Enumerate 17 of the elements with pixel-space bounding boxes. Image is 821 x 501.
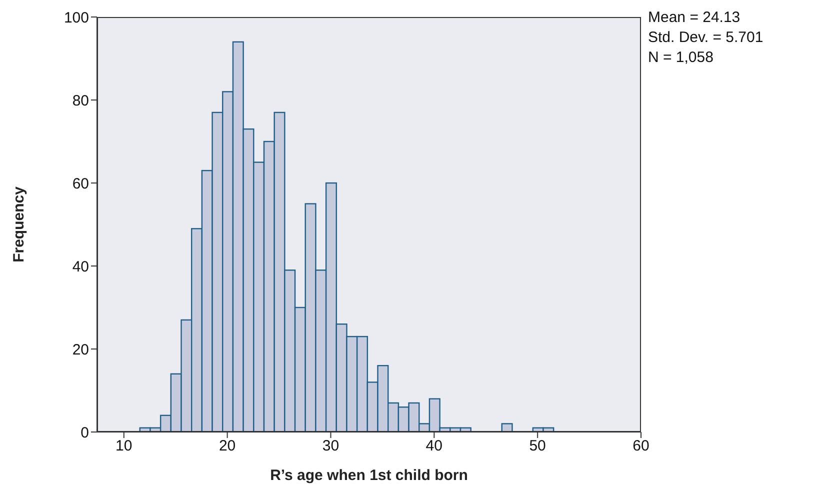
y-tick-label: 40: [72, 258, 89, 276]
x-tick-label: 10: [116, 438, 132, 455]
x-tick-label: 40: [426, 438, 442, 455]
text: Mean = 24.13: [648, 8, 742, 28]
x-tick-label: 60: [632, 438, 650, 455]
y-tick-label: 80: [72, 92, 89, 110]
y-tick-label: 100: [64, 9, 89, 26]
y-axis-title: Frequency: [10, 186, 28, 262]
y-tick-label: 20: [72, 341, 89, 358]
y-tick-label: 60: [72, 175, 89, 192]
y-tick-label: 0: [80, 424, 89, 442]
x-tick-label: 50: [529, 438, 546, 455]
x-tick-label: 20: [218, 438, 236, 455]
x-axis-title: R’s age when 1st child born: [270, 467, 468, 484]
x-tick-label: 30: [322, 438, 340, 455]
text: N = 1,058: [648, 48, 714, 68]
text: Std. Dev. = 5.701: [648, 28, 764, 48]
